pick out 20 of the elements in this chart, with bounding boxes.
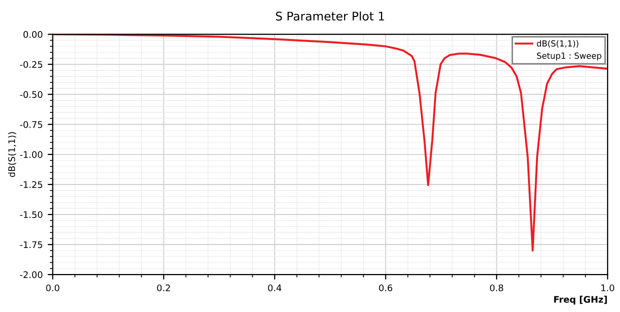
y-tick-label: -1.00 [20, 151, 42, 158]
y-tick-label: 0.00 [23, 31, 42, 38]
y-tick-label: -1.25 [20, 181, 42, 188]
x-tick-label: 0.2 [157, 284, 170, 292]
y-tick-label: -1.75 [20, 241, 42, 248]
x-tick-label: 0.4 [268, 284, 282, 292]
x-tick-label: 0.6 [379, 284, 392, 292]
y-tick-label: -0.75 [20, 121, 42, 128]
y-axis-title: dB(S(1,1)) [8, 132, 16, 177]
y-tick-label: -0.25 [20, 61, 42, 68]
x-tick-label: 0.0 [46, 284, 60, 292]
legend-label: dB(S(1,1)) [536, 40, 578, 48]
chart-title: S Parameter Plot 1 [276, 11, 384, 21]
x-axis-title: Freq [GHz] [554, 296, 607, 305]
y-tick-label: -1.50 [20, 211, 42, 218]
y-tick-label: -0.50 [20, 91, 42, 98]
x-tick-label: 0.8 [490, 284, 504, 292]
y-tick-label: -2.00 [20, 271, 42, 278]
annotation: Setup1 : Sweep [537, 52, 602, 60]
x-tick-label: 1.0 [601, 284, 614, 292]
